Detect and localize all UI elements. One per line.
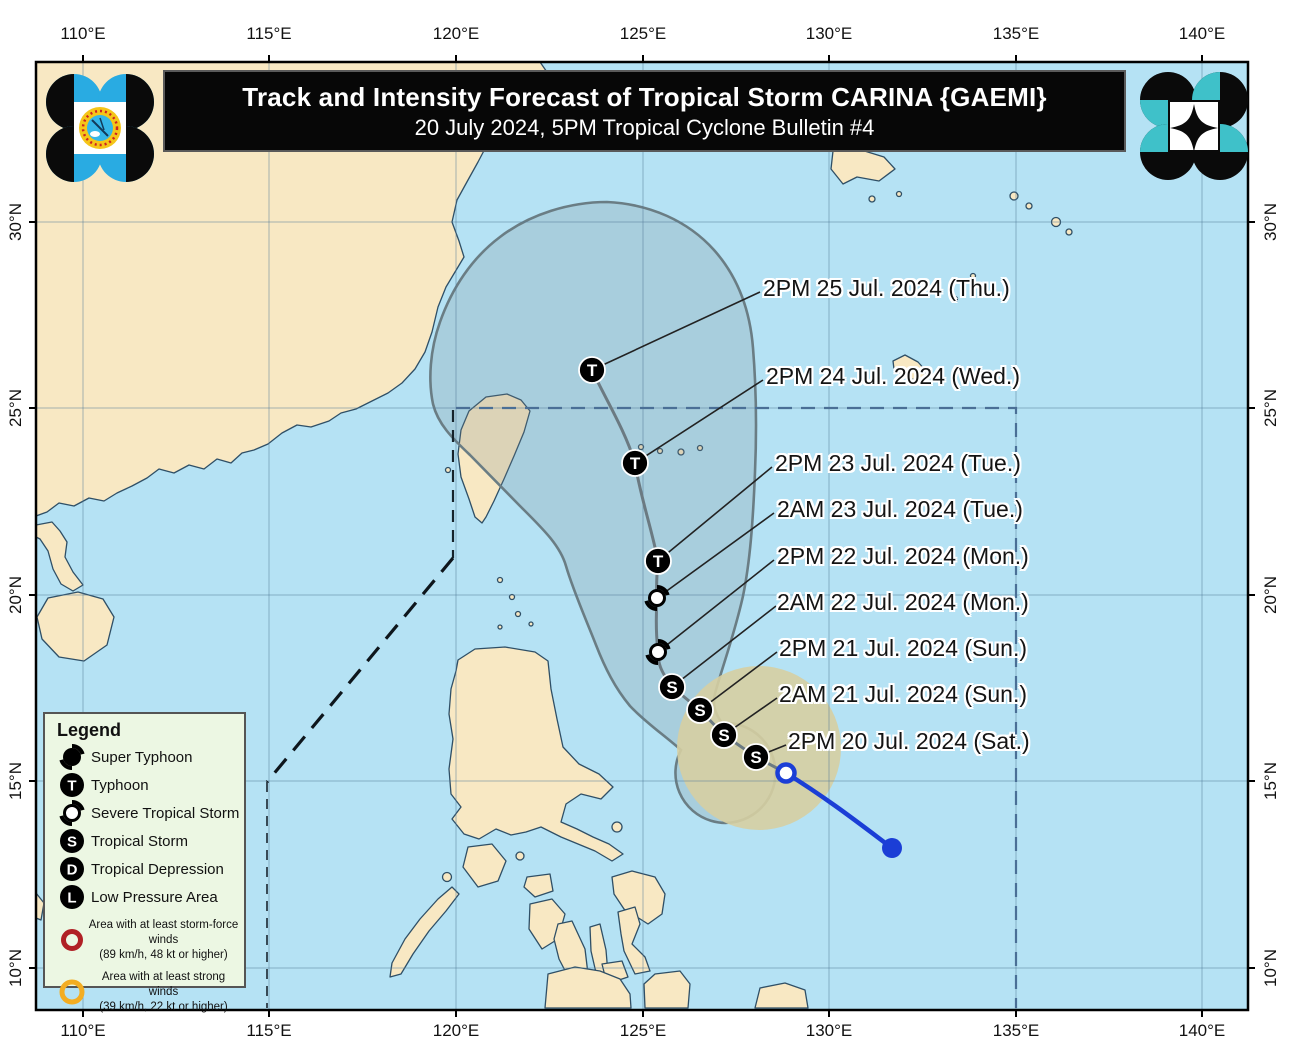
legend-item-strong-winds: Area with at least strong winds (39 km/h,…: [57, 970, 240, 1015]
header-banner: Track and Intensity Forecast of Tropical…: [163, 70, 1126, 152]
svg-text:S: S: [666, 678, 677, 697]
marker-tropical-storm: S: [658, 673, 686, 701]
marker-severe-tropical-storm: [644, 585, 670, 611]
track-point-label: 2PM 25 Jul. 2024 (Thu.): [763, 275, 1010, 301]
track-point-label: 2AM 21 Jul. 2024 (Sun.): [779, 681, 1028, 707]
past-position-dot: [882, 838, 902, 858]
taiwan-island: [457, 393, 531, 524]
vietnam-coast: [36, 892, 45, 921]
palawan-island: [389, 886, 460, 978]
legend-item-tropical-depression: D Tropical Depression: [57, 855, 240, 883]
lat-label-left: 15°N: [6, 762, 25, 800]
past-track-line: [784, 771, 894, 850]
lon-label-bottom: 115°E: [246, 1021, 292, 1040]
marker-tropical-storm: S: [742, 743, 770, 771]
svg-text:S: S: [67, 834, 77, 851]
gridlines: [36, 62, 1248, 1010]
svg-text:T: T: [630, 454, 641, 473]
track-point-label: 2AM 23 Jul. 2024 (Tue.): [777, 496, 1023, 522]
legend-item-tropical-storm: S Tropical Storm: [57, 827, 240, 855]
legend-title: Legend: [57, 720, 122, 740]
marker-typhoon: T: [644, 547, 672, 575]
legend-box: Legend Super Typhoon T Typhoon Severe Tr…: [43, 712, 246, 1013]
current-position-marker: [775, 762, 797, 784]
track-point-label: 2PM 21 Jul. 2024 (Sun.): [779, 635, 1028, 661]
svg-text:S: S: [750, 748, 761, 767]
svg-text:T: T: [587, 361, 598, 380]
lon-label-top: 140°E: [1178, 24, 1226, 43]
lat-label-left: 10°N: [6, 949, 25, 987]
axis-ticks: [29, 55, 1255, 1017]
par-boundary: [265, 406, 1018, 1008]
track-point-label: 2AM 22 Jul. 2024 (Mon.): [777, 589, 1029, 615]
strong-wind-ring-icon: [57, 978, 87, 1006]
leyte-island: [617, 906, 651, 975]
lon-label-top: 110°E: [60, 24, 106, 43]
svg-text:S: S: [694, 701, 705, 720]
lon-label-bottom: 130°E: [805, 1021, 853, 1040]
marker-tropical-storm: S: [686, 696, 714, 724]
lon-label-bottom: 140°E: [1178, 1021, 1226, 1040]
storm-force-wind-ring-icon: [57, 927, 87, 953]
page-title: Track and Intensity Forecast of Tropical…: [242, 81, 1047, 112]
marker-tropical-storm: S: [710, 721, 738, 749]
lat-label-left: 20°N: [6, 576, 25, 614]
luzon-island: [448, 646, 624, 862]
legend-item-typhoon: T Typhoon: [57, 771, 240, 799]
track-point-label: 2PM 20 Jul. 2024 (Sat.): [788, 728, 1030, 754]
svg-text:T: T: [653, 552, 664, 571]
track-point-label: 2PM 24 Jul. 2024 (Wed.): [766, 363, 1020, 389]
legend-item-super-typhoon: Super Typhoon: [57, 743, 240, 771]
marker-typhoon: T: [621, 449, 649, 477]
lat-label-right: 25°N: [1261, 389, 1280, 427]
svg-text:T: T: [67, 778, 76, 795]
lon-label-top: 130°E: [805, 24, 853, 43]
okinawa-island: [892, 354, 928, 382]
pagasa-seal: [76, 104, 124, 152]
lat-label-right: 10°N: [1261, 949, 1280, 987]
lat-label-right: 15°N: [1261, 762, 1280, 800]
landmasses: [36, 62, 1073, 1009]
lon-label-bottom: 110°E: [60, 1021, 106, 1040]
legend-item-severe-tropical-storm: Severe Tropical Storm: [57, 799, 240, 827]
page-subtitle: 20 July 2024, 5PM Tropical Cyclone Bulle…: [414, 114, 875, 140]
lon-label-top: 120°E: [432, 24, 480, 43]
lat-label-right: 20°N: [1261, 576, 1280, 614]
tropical-depression-icon: D: [57, 855, 87, 883]
marker-typhoon: T: [578, 356, 606, 384]
dost-logo: [1138, 72, 1250, 180]
lat-label-left: 25°N: [6, 389, 25, 427]
lon-label-top: 125°E: [619, 24, 667, 43]
lon-label-top: 115°E: [246, 24, 292, 43]
track-point-label: 2PM 23 Jul. 2024 (Tue.): [775, 450, 1021, 476]
lon-label-top: 135°E: [992, 24, 1040, 43]
lat-label-right: 30°N: [1261, 203, 1280, 241]
super-typhoon-icon: [57, 743, 87, 771]
svg-text:D: D: [67, 862, 78, 879]
severe-tropical-storm-icon: [57, 799, 87, 827]
tropical-storm-icon: S: [57, 827, 87, 855]
leizhou-peninsula: [36, 521, 84, 592]
label-leader-lines: [591, 291, 787, 758]
low-pressure-area-icon: L: [57, 883, 87, 911]
masbate-island: [523, 873, 554, 898]
track-point-label: 2PM 22 Jul. 2024 (Mon.): [777, 543, 1029, 569]
mindanao-coast: [544, 966, 632, 1009]
lat-label-left: 30°N: [6, 203, 25, 241]
mindoro-island: [462, 843, 507, 888]
legend-item-low-pressure-area: L Low Pressure Area: [57, 883, 240, 911]
pagasa-logo: [44, 74, 156, 182]
svg-text:S: S: [718, 726, 729, 745]
marker-severe-tropical-storm: [645, 639, 671, 665]
track-markers: S S S S T: [578, 356, 770, 771]
lon-label-bottom: 135°E: [992, 1021, 1040, 1040]
legend-item-storm-force-winds: Area with at least storm-force winds (89 …: [57, 918, 240, 963]
forecast-cone: [429, 200, 777, 825]
dost-star: [1170, 104, 1218, 152]
lon-label-bottom: 120°E: [432, 1021, 480, 1040]
lon-label-bottom: 125°E: [619, 1021, 667, 1040]
typhoon-icon: T: [57, 771, 87, 799]
svg-text:L: L: [67, 890, 76, 907]
